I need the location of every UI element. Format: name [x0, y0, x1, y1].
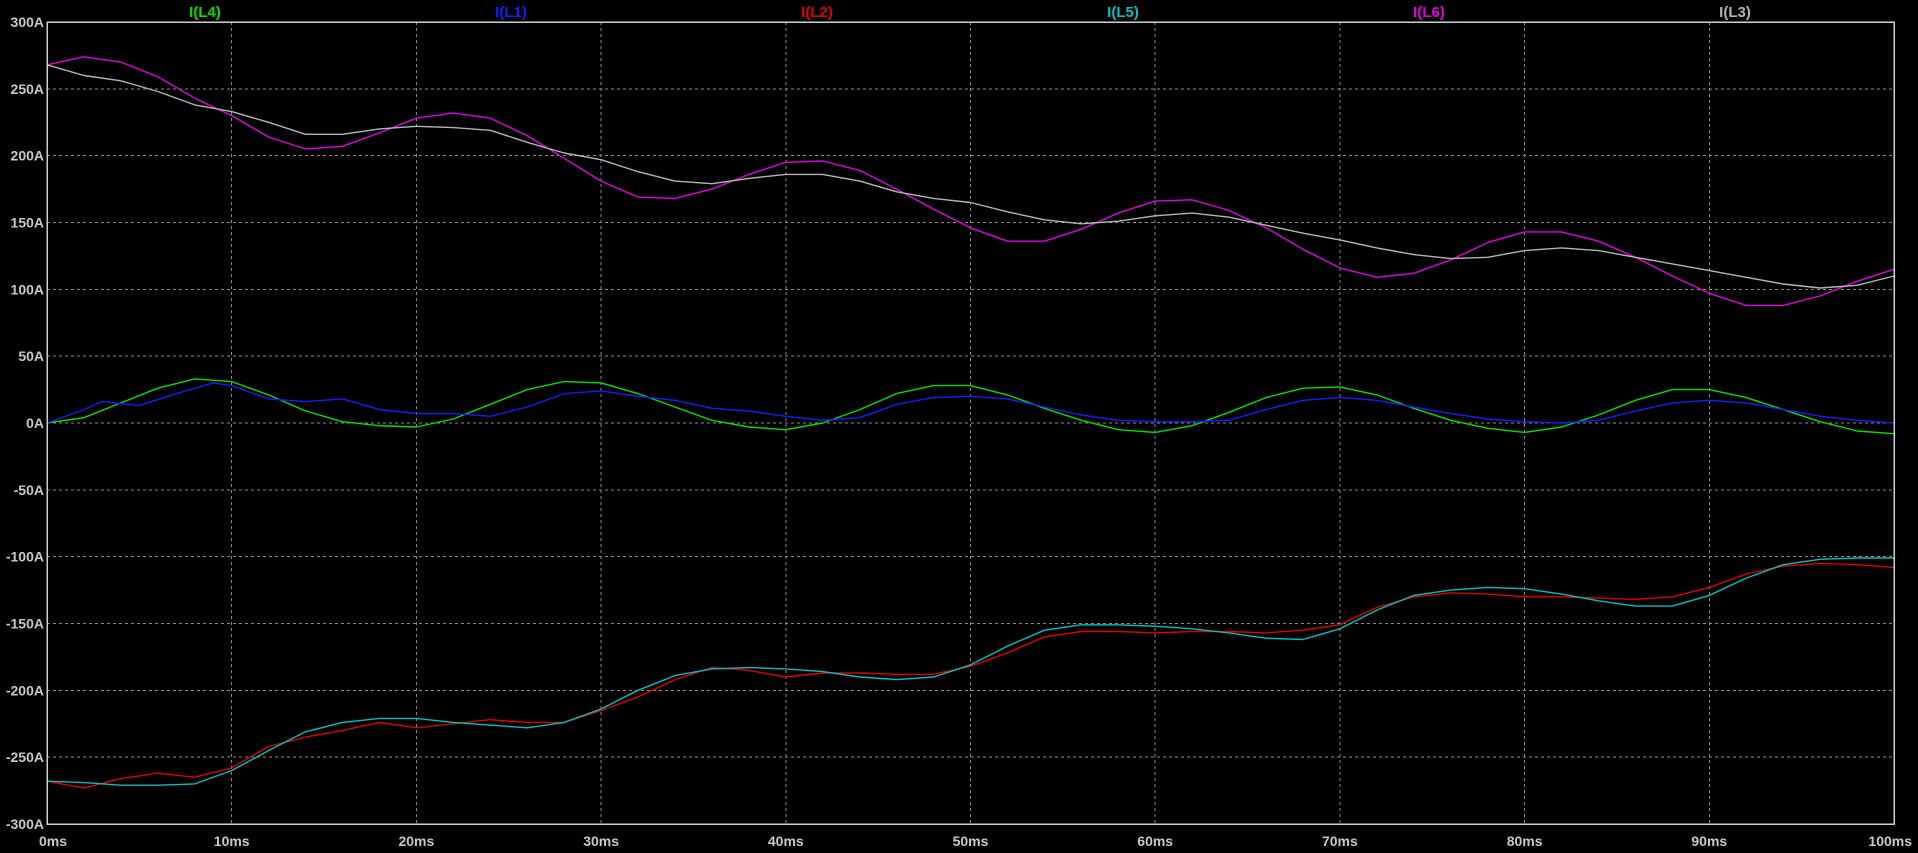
- y-tick-label: 200A: [11, 148, 44, 164]
- legend-il1[interactable]: I(L1): [495, 4, 527, 21]
- trace-il4[interactable]: [46, 378, 1895, 435]
- x-tick-label: 50ms: [953, 833, 989, 849]
- legend-il3[interactable]: I(L3): [1719, 4, 1751, 21]
- trace-il2[interactable]: [46, 562, 1895, 789]
- x-tick-label: 10ms: [214, 833, 250, 849]
- y-tick-label: 0A: [26, 415, 44, 431]
- y-tick-label: 50A: [18, 348, 44, 364]
- x-tick-label: 20ms: [398, 833, 434, 849]
- x-tick-label: 100ms: [1868, 833, 1912, 849]
- trace-layer: [46, 56, 1895, 789]
- trace-il5[interactable]: [46, 557, 1895, 786]
- x-tick-label: 30ms: [583, 833, 619, 849]
- y-tick-label: -250A: [6, 749, 44, 765]
- y-tick-label: 250A: [11, 81, 44, 97]
- y-tick-label: 100A: [11, 281, 44, 297]
- legend-il4[interactable]: I(L4): [189, 4, 221, 21]
- legend-il2[interactable]: I(L2): [801, 4, 833, 21]
- x-tick-label: 90ms: [1691, 833, 1727, 849]
- y-tick-label: 150A: [11, 215, 44, 231]
- legend-il6[interactable]: I(L6): [1413, 4, 1445, 21]
- trace-il6[interactable]: [46, 56, 1895, 307]
- x-axis-tick-labels: 0ms 10ms 20ms 30ms 40ms 50ms 60ms 70ms 80ms 90ms 1…: [39, 833, 1912, 849]
- x-tick-label: 80ms: [1507, 833, 1543, 849]
- grid-layer: [47, 22, 1894, 824]
- y-axis-tick-labels: 300A 250A 200A 150A 100A 50A 0A -50A -100A -150A -…: [6, 14, 44, 832]
- x-tick-label: 40ms: [768, 833, 804, 849]
- y-tick-label: -100A: [6, 549, 44, 565]
- y-tick-label: -200A: [6, 682, 44, 698]
- x-tick-label: 70ms: [1322, 833, 1358, 849]
- x-tick-label: 60ms: [1137, 833, 1173, 849]
- y-tick-label: -50A: [14, 482, 44, 498]
- trace-il3[interactable]: [46, 64, 1895, 289]
- y-tick-label: 300A: [11, 14, 44, 30]
- y-tick-label: -150A: [6, 616, 44, 632]
- legend-il5[interactable]: I(L5): [1107, 4, 1139, 21]
- plot-frame: [46, 21, 1895, 825]
- trace-legend: I(L4) I(L1) I(L2) I(L5) I(L6) I(L3): [189, 4, 1751, 21]
- x-tick-label: 0ms: [39, 833, 67, 849]
- y-tick-label: -300A: [6, 816, 44, 832]
- trace-il1[interactable]: [46, 382, 1895, 424]
